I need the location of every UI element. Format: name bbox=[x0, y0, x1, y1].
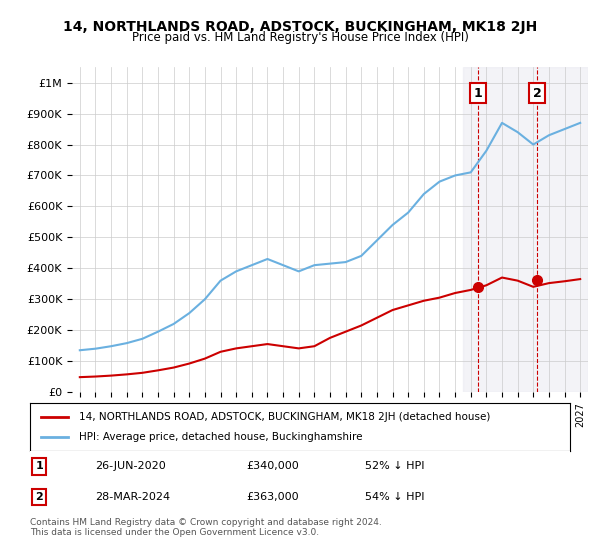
Text: 2: 2 bbox=[533, 87, 541, 100]
Text: Price paid vs. HM Land Registry's House Price Index (HPI): Price paid vs. HM Land Registry's House … bbox=[131, 31, 469, 44]
Text: HPI: Average price, detached house, Buckinghamshire: HPI: Average price, detached house, Buck… bbox=[79, 432, 362, 442]
Text: 2: 2 bbox=[35, 492, 43, 502]
Text: 26-JUN-2020: 26-JUN-2020 bbox=[95, 461, 166, 471]
Text: 14, NORTHLANDS ROAD, ADSTOCK, BUCKINGHAM, MK18 2JH (detached house): 14, NORTHLANDS ROAD, ADSTOCK, BUCKINGHAM… bbox=[79, 412, 490, 422]
Text: 1: 1 bbox=[474, 87, 482, 100]
Text: 14, NORTHLANDS ROAD, ADSTOCK, BUCKINGHAM, MK18 2JH: 14, NORTHLANDS ROAD, ADSTOCK, BUCKINGHAM… bbox=[63, 20, 537, 34]
Bar bbox=[463, 67, 588, 392]
Text: 52% ↓ HPI: 52% ↓ HPI bbox=[365, 461, 424, 471]
Text: £363,000: £363,000 bbox=[246, 492, 299, 502]
Text: 1: 1 bbox=[35, 461, 43, 471]
Text: 54% ↓ HPI: 54% ↓ HPI bbox=[365, 492, 424, 502]
Text: Contains HM Land Registry data © Crown copyright and database right 2024.
This d: Contains HM Land Registry data © Crown c… bbox=[30, 518, 382, 538]
Text: 28-MAR-2024: 28-MAR-2024 bbox=[95, 492, 170, 502]
Text: £340,000: £340,000 bbox=[246, 461, 299, 471]
